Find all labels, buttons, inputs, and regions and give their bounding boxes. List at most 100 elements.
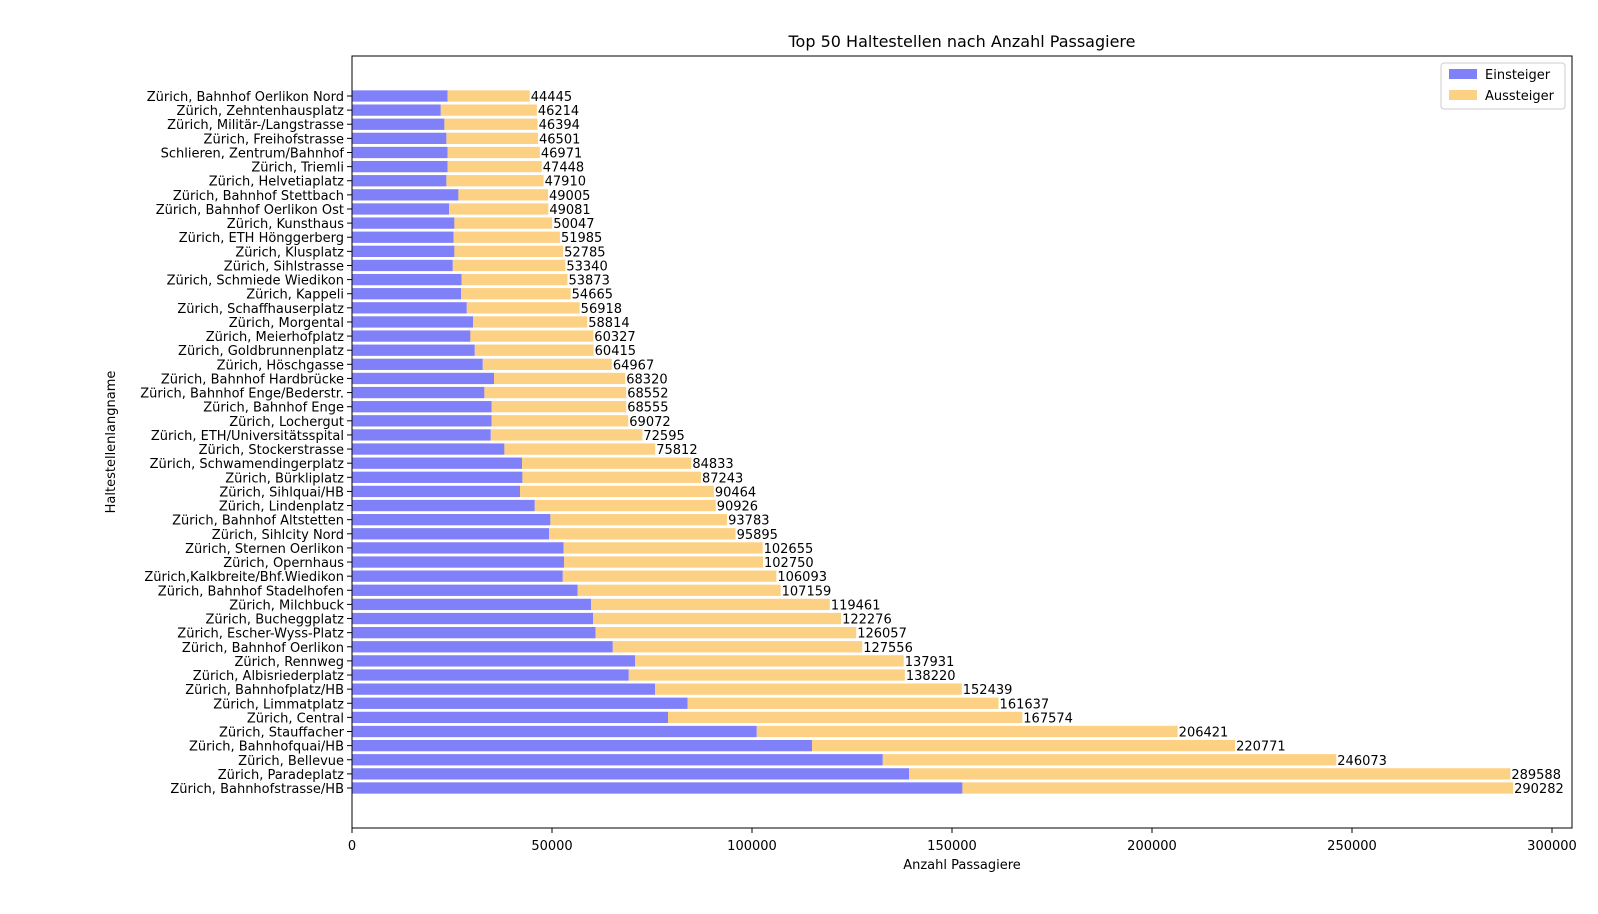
bar-einsteiger-z-rich-freihofstrasse: [352, 132, 447, 145]
x-tick-label-150000: 150000: [927, 839, 977, 854]
bar-aussteiger-z-rich-bahnhof-enge-bederstr: [484, 386, 627, 399]
value-label-z-rich-rennweg: 137931: [905, 655, 955, 670]
bar-aussteiger-z-rich-bahnhof-oerlikon-ost: [449, 203, 549, 215]
x-axis: 0 50000 100000 150000 200000 250000 300000: [348, 828, 1577, 854]
bar-einsteiger-z-rich-bahnhof-enge: [352, 401, 492, 413]
y-tick-label-z-rich-sihlstrasse: Zürich, Sihlstrasse: [224, 259, 344, 274]
bar-einsteiger-z-rich-morgental: [352, 316, 474, 328]
bar-aussteiger-z-rich-opernhaus: [564, 556, 763, 568]
bar-einsteiger-z-rich-albisriederplatz: [352, 669, 629, 681]
y-tick-label-z-rich-sternen-oerlikon: Zürich, Sternen Oerlikon: [185, 542, 344, 557]
y-tick-label-z-rich-central: Zürich, Central: [247, 711, 344, 726]
plot-frame: [351, 55, 1573, 829]
bar-einsteiger-z-rich-bahnhof-oerlikon-nord: [352, 90, 448, 102]
value-label-z-rich-bahnhof-stadelhofen: 107159: [782, 584, 832, 599]
value-label-z-rich-milit-r-langstrasse: 46394: [539, 118, 580, 133]
bar-einsteiger-z-rich-bahnhof-altstetten: [352, 514, 551, 526]
bar-aussteiger-z-rich-eth-h-nggerberg: [453, 231, 560, 243]
bar-einsteiger-z-rich-escher-wyss-platz: [352, 627, 596, 639]
bar-aussteiger-z-rich-goldbrunnenplatz: [474, 344, 594, 356]
bar-aussteiger-z-rich-bahnhof-enge: [491, 401, 627, 413]
bar-einsteiger-z-rich-b-rkliplatz: [352, 471, 523, 483]
bar-aussteiger-z-rich-bahnhof-oerlikon: [612, 641, 863, 653]
bar-einsteiger-z-rich-lochergut: [352, 415, 492, 427]
value-label-z-rich-sihlcity-nord: 95895: [737, 528, 778, 543]
bar-aussteiger-z-rich-bahnhofquai-hb: [812, 739, 1236, 752]
y-tick-label-z-rich-eth-universit-tsspital: Zürich, ETH/Universitätsspital: [151, 429, 344, 444]
bar-aussteiger-z-rich-morgental: [473, 316, 588, 328]
bar-aussteiger-z-rich-bahnhof-stadelhofen: [577, 584, 781, 596]
bar-einsteiger-z-rich-schwamendingerplatz: [352, 457, 522, 469]
bar-einsteiger-z-rich-sihlstrasse: [352, 259, 453, 272]
value-label-z-rich-bahnhof-oerlikon-nord: 44445: [531, 90, 572, 105]
y-tick-label-z-rich-bellevue: Zürich, Bellevue: [238, 754, 344, 769]
bar-aussteiger-z-rich-klusplatz: [454, 245, 564, 257]
y-tick-label-z-rich-bahnhof-oerlikon: Zürich, Bahnhof Oerlikon: [182, 641, 344, 656]
bar-einsteiger-z-rich-rennweg: [352, 655, 636, 667]
y-tick-label-z-rich-stauffacher: Zürich, Stauffacher: [219, 726, 345, 741]
bar-einsteiger-z-rich-opernhaus: [352, 556, 564, 568]
y-tick-label-z-rich-opernhaus: Zürich, Opernhaus: [223, 556, 344, 571]
x-tick-label-200000: 200000: [1127, 839, 1177, 854]
legend-swatch-aussteiger: [1449, 90, 1477, 100]
bar-aussteiger-z-rich-meierhofplatz: [470, 330, 594, 342]
y-tick-label-z-rich-kappeli: Zürich, Kappeli: [246, 288, 344, 303]
value-label-z-rich-bahnhof-enge-bederstr: 68552: [627, 387, 668, 402]
y-tick-label-z-rich-limmatplatz: Zürich, Limmatplatz: [213, 697, 344, 712]
bar-einsteiger-z-rich-kalkbreite-bhf-wiedikon: [352, 570, 563, 582]
bar-einsteiger-z-rich-bahnhofplatz-hb: [352, 683, 656, 695]
bar-aussteiger-z-rich-milit-r-langstrasse: [444, 118, 538, 130]
bar-aussteiger-z-rich-kalkbreite-bhf-wiedikon: [562, 570, 777, 582]
y-tick-label-z-rich-kunsthaus: Zürich, Kunsthaus: [227, 217, 344, 232]
value-label-z-rich-bahnhof-stettbach: 49005: [549, 189, 590, 204]
value-label-z-rich-helvetiaplatz: 47910: [545, 175, 586, 190]
bar-aussteiger-z-rich-helvetiaplatz: [446, 175, 544, 187]
y-tick-label-z-rich-sihlcity-nord: Zürich, Sihlcity Nord: [212, 528, 344, 543]
bar-einsteiger-z-rich-bahnhof-stettbach: [352, 189, 459, 201]
y-tick-label-z-rich-h-schgasse: Zürich, Höschgasse: [217, 358, 344, 373]
bar-einsteiger-z-rich-stauffacher: [352, 725, 757, 738]
value-label-z-rich-central: 167574: [1023, 711, 1073, 726]
bar-aussteiger-z-rich-schaffhauserplatz: [466, 302, 580, 314]
y-tick-label-z-rich-bahnhof-stettbach: Zürich, Bahnhof Stettbach: [173, 189, 344, 204]
bar-einsteiger-z-rich-h-schgasse: [352, 358, 483, 370]
value-label-z-rich-bahnhof-oerlikon-ost: 49081: [549, 203, 590, 218]
y-tick-label-z-rich-milit-r-langstrasse: Zürich, Militär-/Langstrasse: [167, 118, 344, 133]
bar-aussteiger-z-rich-stauffacher: [756, 725, 1178, 738]
y-tick-label-z-rich-bahnhof-hardbr-cke: Zürich, Bahnhof Hardbrücke: [161, 372, 344, 387]
y-tick-label-z-rich-bahnhofplatz-hb: Zürich, Bahnhofplatz/HB: [185, 683, 344, 698]
bar-aussteiger-z-rich-sternen-oerlikon: [563, 542, 763, 554]
value-label-z-rich-bahnhofplatz-hb: 152439: [963, 683, 1013, 698]
y-tick-label-z-rich-paradeplatz: Zürich, Paradeplatz: [218, 768, 344, 783]
bar-einsteiger-z-rich-triemli: [352, 160, 448, 173]
y-tick-label-z-rich-milchbuck: Zürich, Milchbuck: [229, 598, 344, 613]
bar-aussteiger-z-rich-stockerstrasse: [504, 443, 656, 455]
bar-einsteiger-z-rich-helvetiaplatz: [352, 175, 447, 187]
value-label-z-rich-kappeli: 54665: [572, 288, 613, 303]
y-tick-label-z-rich-morgental: Zürich, Morgental: [229, 316, 344, 331]
bar-einsteiger-schlieren-zentrum-bahnhof: [352, 146, 448, 159]
value-label-z-rich-bahnhof-altstetten: 93783: [728, 514, 769, 529]
y-tick-label-z-rich-stockerstrasse: Zürich, Stockerstrasse: [199, 443, 344, 458]
bar-aussteiger-z-rich-sihlcity-nord: [549, 528, 736, 540]
bar-einsteiger-z-rich-klusplatz: [352, 245, 455, 257]
value-label-z-rich-eth-universit-tsspital: 72595: [643, 429, 684, 444]
y-tick-label-z-rich-bahnhof-enge: Zürich, Bahnhof Enge: [203, 401, 344, 416]
value-label-z-rich-bahnhof-oerlikon: 127556: [863, 641, 913, 656]
y-tick-label-z-rich-bahnhof-altstetten: Zürich, Bahnhof Altstetten: [172, 514, 344, 529]
y-tick-label-z-rich-rennweg: Zürich, Rennweg: [234, 655, 344, 670]
y-tick-label-z-rich-helvetiaplatz: Zürich, Helvetiaplatz: [209, 175, 344, 190]
bar-einsteiger-z-rich-bellevue: [352, 754, 883, 766]
bar-aussteiger-z-rich-central: [668, 711, 1023, 724]
y-tick-label-z-rich-triemli: Zürich, Triemli: [251, 161, 344, 176]
bar-aussteiger-z-rich-bahnhof-altstetten: [550, 514, 728, 526]
y-tick-label-z-rich-bahnhof-oerlikon-nord: Zürich, Bahnhof Oerlikon Nord: [147, 90, 344, 105]
value-label-z-rich-bellevue: 246073: [1337, 754, 1387, 769]
bar-einsteiger-z-rich-meierhofplatz: [352, 330, 471, 342]
bar-einsteiger-z-rich-bahnhofquai-hb: [352, 739, 812, 752]
bar-aussteiger-z-rich-h-schgasse: [482, 358, 612, 370]
bar-einsteiger-z-rich-schmiede-wiedikon: [352, 273, 462, 286]
bar-aussteiger-z-rich-bucheggplatz: [593, 612, 842, 625]
value-label-schlieren-zentrum-bahnhof: 46971: [541, 146, 582, 161]
